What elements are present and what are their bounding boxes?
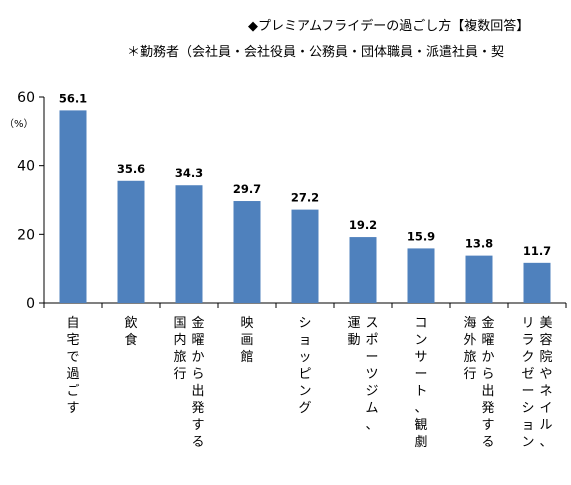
y-tick-label: 40: [17, 159, 35, 175]
y-axis-ticks: 0 20 40 60: [17, 90, 44, 312]
category-label: 美容院やネイル、: [539, 316, 552, 450]
category-label: ショッピング: [298, 316, 311, 416]
bar: [59, 110, 87, 303]
chart-subtitle: ＊勤務者（会社員・会社役員・公務員・団体職員・派遣社員・契: [127, 44, 504, 60]
category-label: 自宅で過ごす: [66, 316, 79, 416]
bar-value-label: 56.1: [59, 91, 87, 105]
bar: [291, 209, 319, 303]
category-label: 映画館: [240, 316, 253, 365]
category-label: 金曜から出発する: [481, 315, 494, 450]
y-tick-label: 0: [26, 296, 35, 312]
category-label: 海外旅行: [463, 316, 476, 382]
y-tick-label: 60: [17, 90, 35, 106]
bar-value-label: 34.3: [175, 166, 203, 180]
bar: [349, 237, 377, 303]
category-labels: 自宅で過ごす飲食金曜から出発する国内旅行映画館ショッピングスポーツジム、運動コン…: [66, 315, 552, 450]
category-label: スポーツジム、: [365, 316, 378, 433]
category-label: コンサート、観劇: [414, 316, 427, 450]
bar: [233, 201, 261, 303]
bar-value-label: 15.9: [407, 229, 435, 243]
category-label: リラクゼーション: [521, 316, 534, 450]
bar: [465, 255, 493, 303]
category-label: 金曜から出発する: [191, 315, 204, 450]
bar-value-label: 19.2: [349, 218, 377, 232]
bar-value-label: 27.2: [291, 191, 319, 205]
bar: [175, 185, 203, 303]
bar-value-label: 29.7: [233, 182, 261, 196]
bar-value-label: 11.7: [523, 244, 551, 258]
bar: [407, 248, 435, 303]
bar: [117, 180, 145, 303]
category-label: 運動: [347, 316, 360, 348]
bars: [59, 110, 551, 303]
category-label: 国内旅行: [173, 316, 186, 382]
bar-value-label: 35.6: [117, 162, 145, 176]
bar-value-label: 13.8: [465, 237, 493, 251]
y-tick-label: 20: [17, 227, 35, 243]
chart-title: ◆プレミアムフライデーの過ごし方【複数回答】: [248, 18, 529, 34]
bar: [523, 262, 551, 303]
data-labels: 56.1 35.6 34.3 29.7 27.2 19.2 15.9 13.8 11.7: [59, 91, 551, 257]
category-label: 飲食: [124, 315, 137, 348]
y-axis-unit-label: （%）: [4, 118, 34, 130]
